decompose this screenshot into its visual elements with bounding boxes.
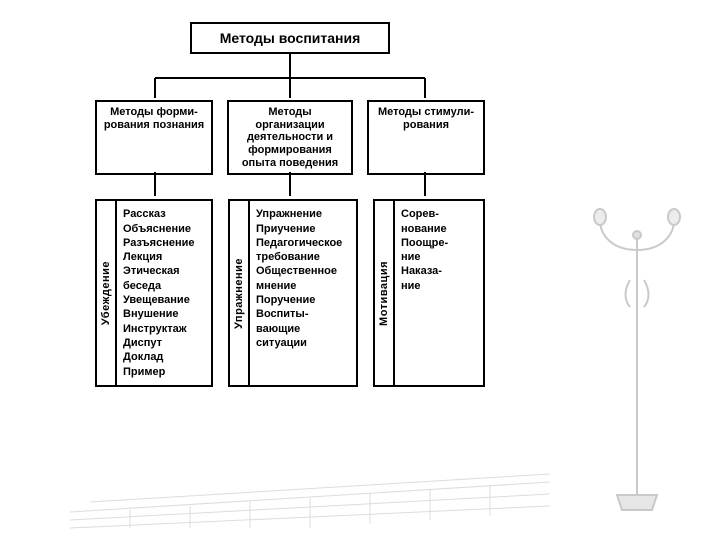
mid-node-1: Методы организации деятельности и формир… (227, 100, 353, 175)
mid-node-0: Методы форми- рования познания (95, 100, 213, 175)
column-1: Упражнение УпражнениеПриучениеПедагогиче… (228, 199, 358, 387)
list-item: Поощре- (401, 236, 477, 250)
list-item: Рассказ (123, 207, 205, 221)
list-item: Этическая (123, 264, 205, 278)
list-item: вающие (256, 322, 350, 336)
column-0-list: РассказОбъяснениеРазъяснениеЛекцияЭтичес… (117, 199, 213, 387)
column-2-list: Сорев-нованиеПоощре-ниеНаказа-ние (395, 199, 485, 387)
list-item: Доклад (123, 350, 205, 364)
column-2-vlabel-box: Мотивация (373, 199, 395, 387)
list-item: Лекция (123, 250, 205, 264)
column-0-vlabel: Убеждение (100, 261, 112, 325)
mid-label-1: Методы организации деятельности и формир… (242, 106, 338, 169)
list-item: Наказа- (401, 264, 477, 278)
mid-node-2: Методы стимули- рования (367, 100, 485, 175)
column-1-vlabel: Упражнение (233, 258, 245, 329)
list-item: мнение (256, 279, 350, 293)
list-item: Общественное (256, 264, 350, 278)
column-2: Мотивация Сорев-нованиеПоощре-ниеНаказа-… (373, 199, 485, 387)
list-item: Внушение (123, 307, 205, 321)
streetlamp-decoration (582, 195, 692, 515)
root-node: Методы воспитания (190, 22, 390, 54)
column-1-vlabel-box: Упражнение (228, 199, 250, 387)
list-item: беседа (123, 279, 205, 293)
list-item: Сорев- (401, 207, 477, 221)
list-item: Разъяснение (123, 236, 205, 250)
list-item: Увещевание (123, 293, 205, 307)
list-item: Инструктаж (123, 322, 205, 336)
column-0-vlabel-box: Убеждение (95, 199, 117, 387)
mid-label-0: Методы форми- рования познания (104, 106, 204, 131)
list-item: ситуации (256, 336, 350, 350)
list-item: Упражнение (256, 207, 350, 221)
list-item: ние (401, 250, 477, 264)
column-0: Убеждение РассказОбъяснениеРазъяснениеЛе… (95, 199, 213, 387)
list-item: ние (401, 279, 477, 293)
column-1-list: УпражнениеПриучениеПедагогическоетребова… (250, 199, 358, 387)
mid-row: Методы форми- рования познания Методы ор… (95, 100, 485, 175)
root-label: Методы воспитания (220, 30, 361, 46)
list-item: нование (401, 222, 477, 236)
bottom-row: Убеждение РассказОбъяснениеРазъяснениеЛе… (95, 199, 485, 387)
list-item: требование (256, 250, 350, 264)
list-item: Приучение (256, 222, 350, 236)
list-item: Воспиты- (256, 307, 350, 321)
ground-decoration (70, 472, 550, 532)
list-item: Диспут (123, 336, 205, 350)
column-2-vlabel: Мотивация (378, 261, 390, 326)
list-item: Пример (123, 365, 205, 379)
list-item: Поручение (256, 293, 350, 307)
list-item: Объяснение (123, 222, 205, 236)
list-item: Педагогическое (256, 236, 350, 250)
mid-label-2: Методы стимули- рования (378, 106, 474, 131)
methods-diagram: Методы воспитания Методы форми- рования … (95, 22, 485, 387)
